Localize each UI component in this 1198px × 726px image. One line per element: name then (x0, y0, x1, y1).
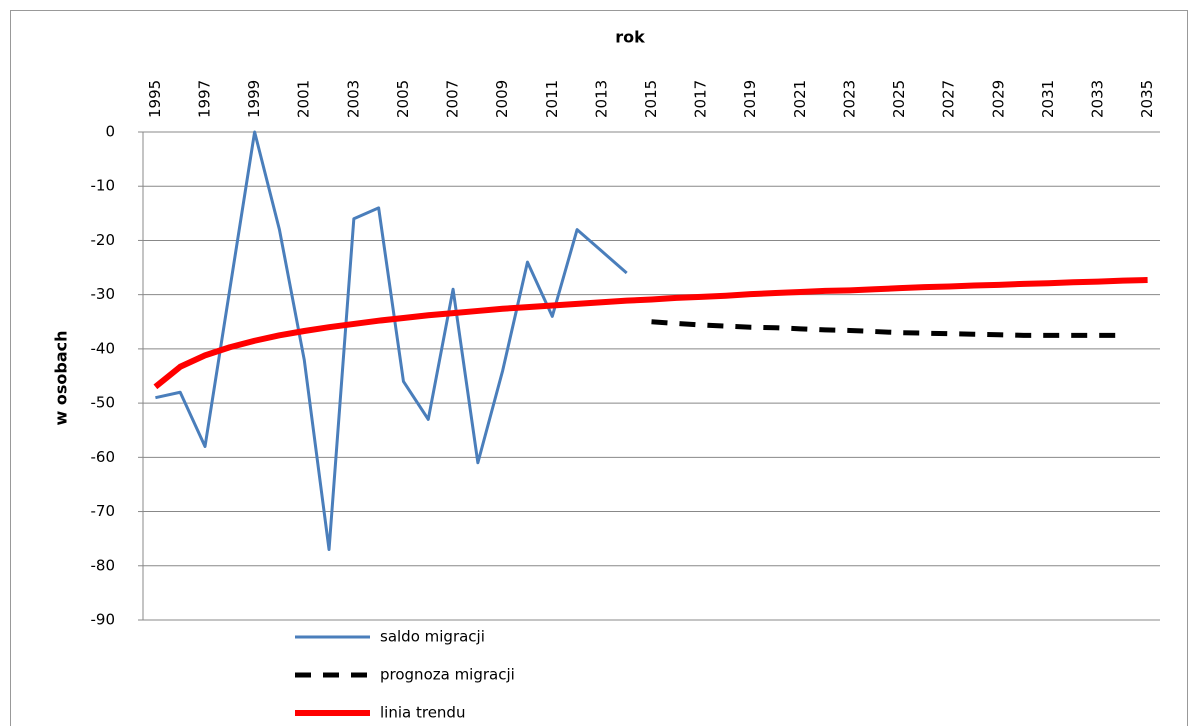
chart-frame (10, 10, 1188, 726)
x-tick-label: 2029 (989, 80, 1007, 118)
legend-label: prognoza migracji (380, 666, 515, 684)
series-line (153, 277, 1148, 390)
x-tick-label: 2025 (890, 80, 908, 118)
x-tick-label: 2009 (493, 80, 511, 118)
legend-label: saldo migracji (380, 628, 485, 646)
x-tick-label: 1999 (245, 80, 263, 118)
y-tick-label: -40 (91, 339, 116, 357)
x-tick-label: 2035 (1138, 80, 1156, 118)
x-tick-label: 2005 (394, 80, 412, 118)
x-tick-label: 1995 (146, 80, 164, 118)
y-tick-label: 0 (105, 123, 115, 141)
x-tick-label: 2031 (1039, 80, 1057, 118)
y-tick-label: -60 (91, 448, 116, 466)
y-tick-label: -10 (91, 177, 116, 195)
series-line (651, 319, 1123, 338)
y-tick-label: -20 (91, 231, 116, 249)
x-tick-label: 2023 (840, 80, 858, 118)
x-tick-label: 2007 (444, 80, 462, 118)
x-tick-label: 2003 (344, 80, 362, 118)
y-tick-label: -30 (91, 285, 116, 303)
y-tick-label: -90 (91, 611, 116, 629)
x-tick-label: 1997 (196, 80, 214, 118)
x-tick-label: 2001 (295, 80, 313, 118)
x-tick-label: 2015 (642, 80, 660, 118)
x-tick-label: 2013 (592, 80, 610, 118)
x-tick-label: 2011 (543, 80, 561, 118)
x-tick-label: 2019 (741, 80, 759, 118)
x-tick-label: 2021 (791, 80, 809, 118)
x-axis-title: rok (615, 28, 645, 47)
y-tick-label: -70 (91, 502, 116, 520)
x-tick-label: 2033 (1088, 80, 1106, 118)
y-tick-label: -80 (91, 556, 116, 574)
y-axis-title: w osobach (52, 331, 71, 426)
x-tick-label: 2017 (692, 80, 710, 118)
x-tick-label: 2027 (940, 80, 958, 118)
y-tick-label: -50 (91, 394, 116, 412)
legend-label: linia trendu (380, 704, 465, 722)
